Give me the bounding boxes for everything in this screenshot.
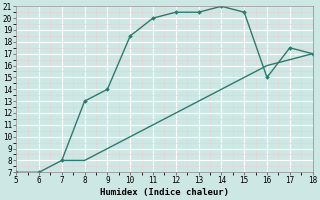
X-axis label: Humidex (Indice chaleur): Humidex (Indice chaleur) bbox=[100, 188, 229, 197]
